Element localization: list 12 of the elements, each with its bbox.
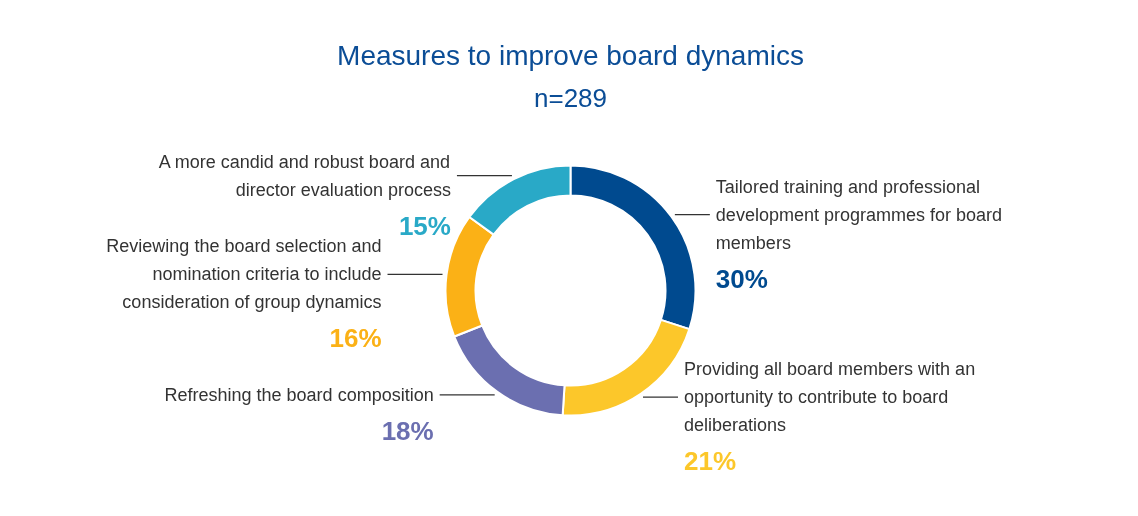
chart-subtitle: n=289 [533,82,608,113]
data-label: 30% [715,263,768,294]
data-label: 15% [398,210,451,241]
data-label: 16% [329,323,382,354]
slice-label: Reviewing the board selection and nomination criteria to include consideration of group dynamics [106,236,382,313]
data-label: 21% [684,446,737,477]
data-label: 18% [381,415,434,446]
slice-label: Refreshing the board composition [164,384,434,405]
slice-label: Providing all board members with an opportunity to contribute to board deliberations [684,359,976,436]
slice-label: Tailored training and professional development programmes for board members [715,176,1003,253]
slice-label: A more candid and robust board and director evaluation process [158,151,451,200]
chart-title: Measures to improve board dynamics [337,40,804,71]
